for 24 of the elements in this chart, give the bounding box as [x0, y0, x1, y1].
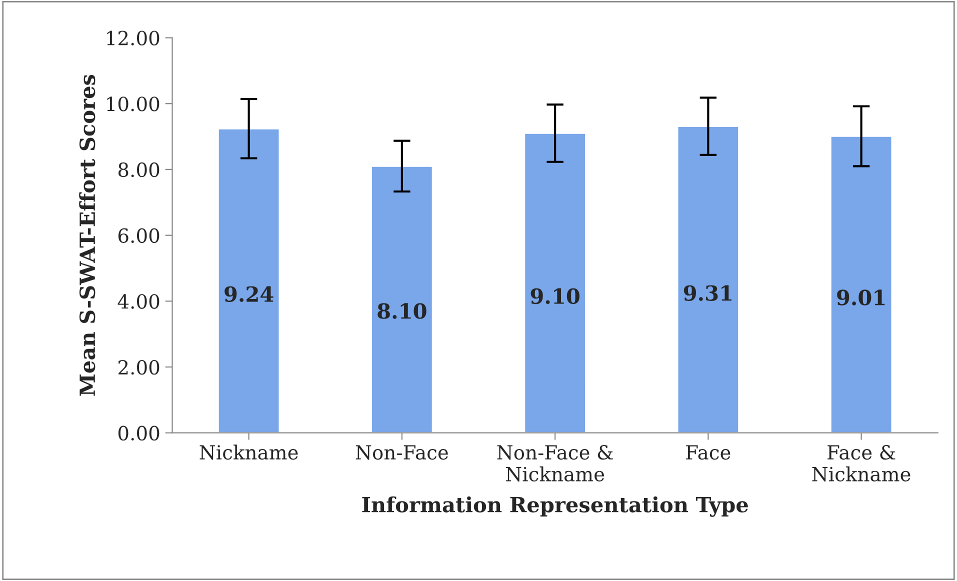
- x-tick-label: Nickname: [200, 444, 298, 460]
- y-tick-label: 4.00: [118, 294, 160, 309]
- y-tick-label: 12.00: [107, 30, 160, 46]
- y-axis-title: Mean S-SWAT-Effort Scores: [79, 74, 96, 396]
- x-tick-label: Face: [686, 445, 730, 460]
- x-tick-label: Face & Nickname: [812, 444, 910, 482]
- x-tick-label: Non-Face & Nickname: [497, 444, 613, 482]
- data-label: 9.10: [530, 288, 580, 304]
- y-tick-label: 6.00: [118, 228, 160, 243]
- y-tick-label: 0.00: [118, 426, 160, 441]
- bar: [524, 132, 586, 433]
- x-tick-label: Non-Face: [356, 445, 448, 460]
- x-axis-title: Information Representation Type: [362, 496, 748, 517]
- data-label: 9.24: [224, 286, 274, 302]
- y-tick-label: 8.00: [118, 162, 160, 178]
- y-tick-label: 10.00: [107, 96, 160, 112]
- data-label: 9.31: [684, 285, 732, 301]
- y-tick-label: 2.00: [118, 360, 160, 375]
- bar: [830, 136, 893, 433]
- bar: [676, 126, 740, 433]
- bar: [370, 165, 434, 433]
- data-label: 8.10: [378, 303, 426, 319]
- bar: [218, 128, 280, 433]
- data-label: 9.01: [837, 290, 885, 306]
